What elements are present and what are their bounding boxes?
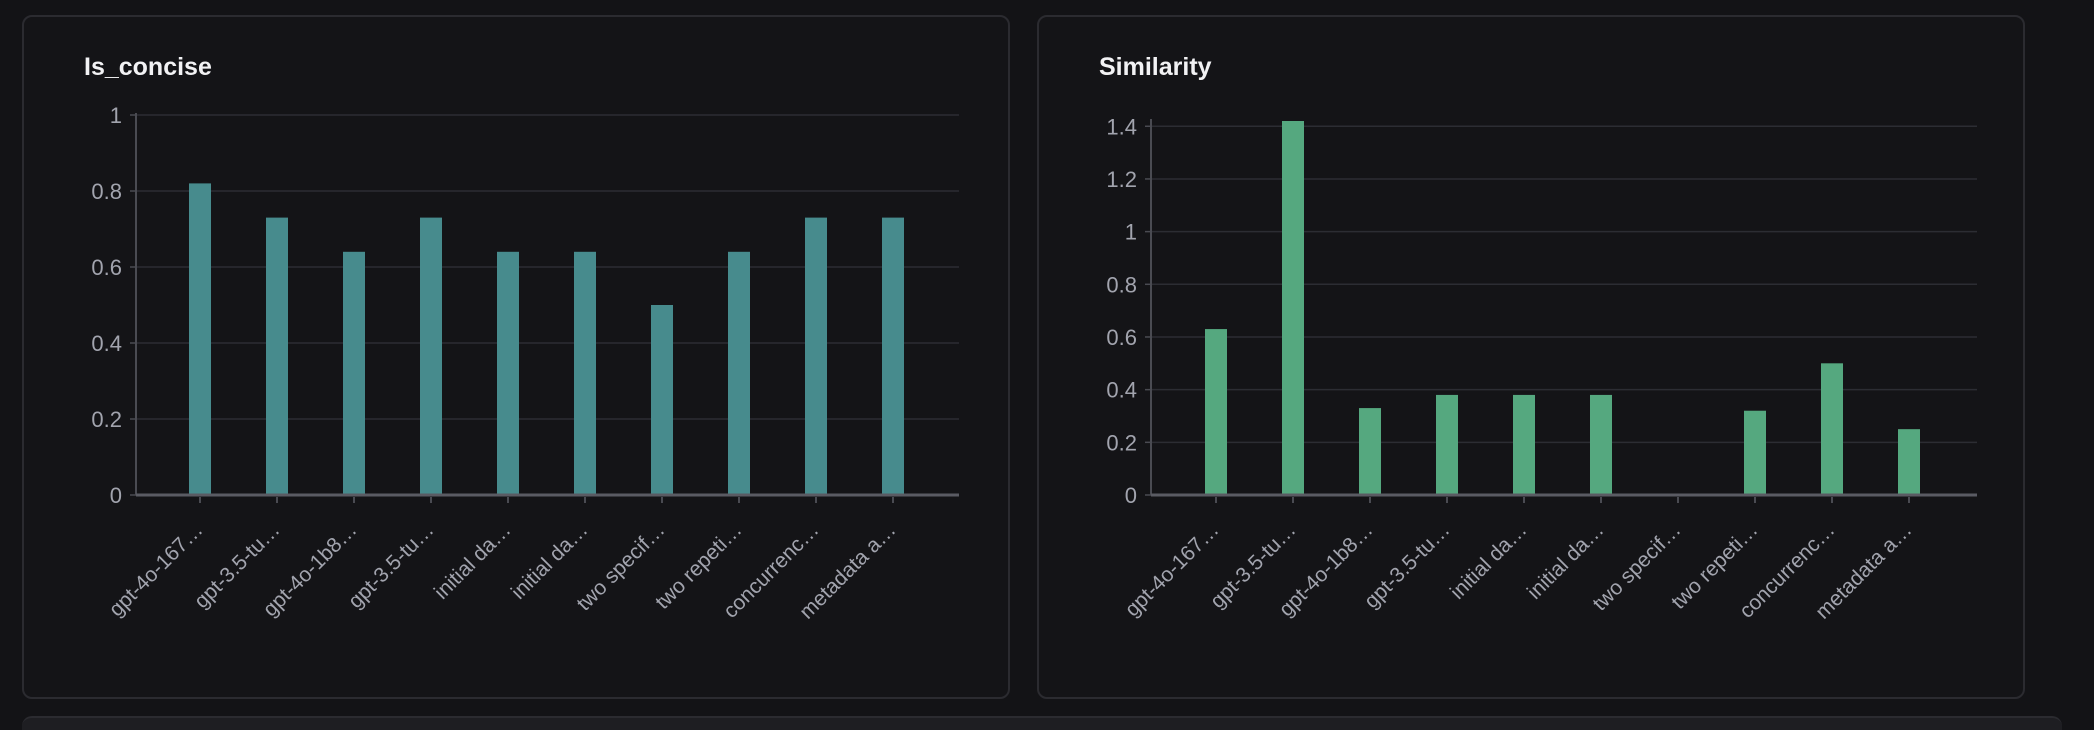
x-tick-label: gpt-4o-167…: [1121, 518, 1224, 621]
y-tick-label: 1: [110, 103, 122, 128]
x-tick-label: initial da…: [430, 518, 516, 604]
bar: [1359, 408, 1381, 495]
bar: [728, 251, 750, 495]
bar: [420, 217, 442, 495]
bar: [882, 217, 904, 495]
similarity-chart-panel: Similarity 0 0.2 0.4 0.6 0.8 1 1.2 1.4 gpt-4o-16…: [1037, 15, 2025, 699]
y-tick-label: 0: [110, 483, 122, 508]
y-tick-label: 0.6: [1106, 325, 1137, 350]
y-tick-label: 0.2: [91, 407, 122, 432]
y-tick-label: 0.8: [91, 179, 122, 204]
bar: [1590, 394, 1612, 495]
bar: [266, 217, 288, 495]
similarity-bar-chart: 00.20.40.60.811.21.4gpt-4o-167…gpt-3.5-t…: [1106, 114, 1977, 624]
next-panel-edge: [22, 716, 2062, 730]
bar: [1744, 410, 1766, 495]
bar: [189, 183, 211, 495]
x-tick-label: gpt-4o-167…: [105, 518, 208, 621]
y-tick-label: 1: [1125, 220, 1137, 245]
bar: [574, 251, 596, 495]
bar: [343, 251, 365, 495]
bar: [1898, 429, 1920, 495]
bar: [1513, 394, 1535, 495]
y-tick-label: 0.2: [1106, 430, 1137, 455]
chart-title: Is_concise: [84, 53, 212, 81]
y-tick-label: 0: [1125, 483, 1137, 508]
y-tick-label: 1.4: [1106, 114, 1137, 139]
y-tick-label: 0.4: [91, 331, 122, 356]
bar: [805, 217, 827, 495]
y-tick-label: 0.8: [1106, 272, 1137, 297]
is-concise-bar-chart: 00.20.40.60.81gpt-4o-167…gpt-3.5-tu…gpt-…: [91, 103, 959, 624]
bar: [497, 251, 519, 495]
y-tick-label: 1.2: [1106, 167, 1137, 192]
bar: [1821, 363, 1843, 495]
x-tick-label: initial da…: [1446, 518, 1532, 604]
bar: [1436, 394, 1458, 495]
is-concise-chart-panel: Is_concise 0 0.2 0.4 0.6 0.8 1 gpt-4o-167… gpt-…: [22, 15, 1010, 699]
bar: [1205, 329, 1227, 495]
bar: [651, 305, 673, 495]
bar: [1282, 121, 1304, 495]
y-tick-label: 0.4: [1106, 378, 1137, 403]
y-tick-label: 0.6: [91, 255, 122, 280]
chart-title: Similarity: [1099, 53, 1212, 81]
